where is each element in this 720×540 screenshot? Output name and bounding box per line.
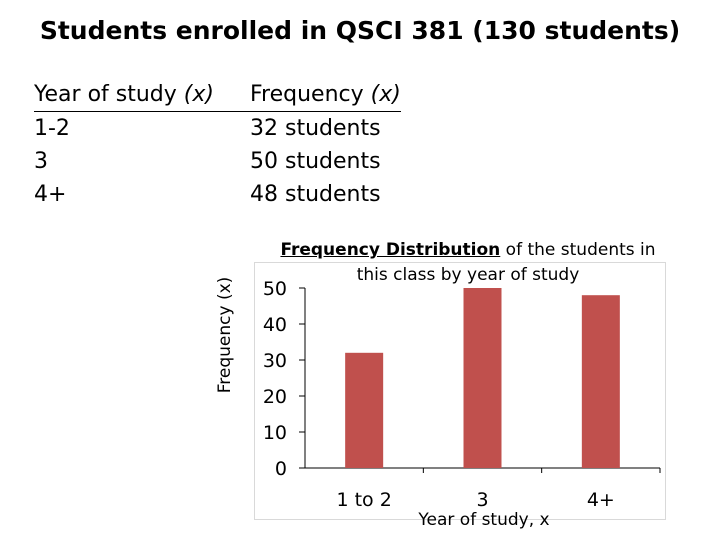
chart-title-rest: of the students in this class by year of… bbox=[356, 240, 656, 285]
frequency-cell: 48 students bbox=[250, 182, 381, 207]
bar bbox=[581, 295, 620, 468]
table-row: 3 50 students bbox=[34, 145, 401, 178]
x-tick-label: 3 bbox=[476, 489, 488, 511]
year-cell: 1-2 bbox=[34, 116, 70, 141]
year-header-label: Year of study bbox=[34, 82, 177, 107]
frequency-table: Year of study (x) Frequency (x) 1-2 32 s… bbox=[34, 78, 401, 211]
frequency-header-var: (x) bbox=[370, 82, 401, 107]
year-cell: 3 bbox=[34, 149, 48, 174]
bar bbox=[345, 352, 384, 468]
frequency-header: Frequency (x) bbox=[250, 78, 401, 112]
y-axis-label-container: Frequency (x) bbox=[210, 250, 240, 420]
table-row: 4+ 48 students bbox=[34, 178, 401, 211]
y-axis-label: Frequency (x) bbox=[215, 276, 235, 394]
y-tick-label: 10 bbox=[263, 422, 287, 444]
table-row: 1-2 32 students bbox=[34, 112, 401, 145]
x-axis-label: Year of study, x bbox=[418, 510, 550, 530]
year-header-var: (x) bbox=[183, 82, 214, 107]
year-cell: 4+ bbox=[34, 182, 67, 207]
bar bbox=[463, 288, 502, 468]
frequency-header-label: Frequency bbox=[250, 82, 364, 107]
table-header-row: Year of study (x) Frequency (x) bbox=[34, 78, 401, 112]
chart-area bbox=[254, 262, 666, 520]
y-tick-label: 40 bbox=[263, 314, 287, 336]
x-tick-label: 4+ bbox=[587, 489, 615, 511]
slide-title: Students enrolled in QSCI 381 (130 stude… bbox=[39, 16, 681, 45]
y-tick-label: 30 bbox=[263, 350, 287, 372]
chart-title-underlined: Frequency Distribution bbox=[280, 240, 501, 260]
frequency-cell: 32 students bbox=[250, 116, 381, 141]
year-header: Year of study (x) bbox=[34, 78, 250, 112]
y-tick-label: 20 bbox=[263, 386, 287, 408]
y-tick-label: 50 bbox=[263, 278, 287, 300]
chart-title: Frequency Distribution of the students i… bbox=[278, 238, 658, 288]
x-tick-label: 1 to 2 bbox=[336, 489, 391, 511]
frequency-cell: 50 students bbox=[250, 149, 381, 174]
y-tick-label: 0 bbox=[275, 458, 287, 480]
